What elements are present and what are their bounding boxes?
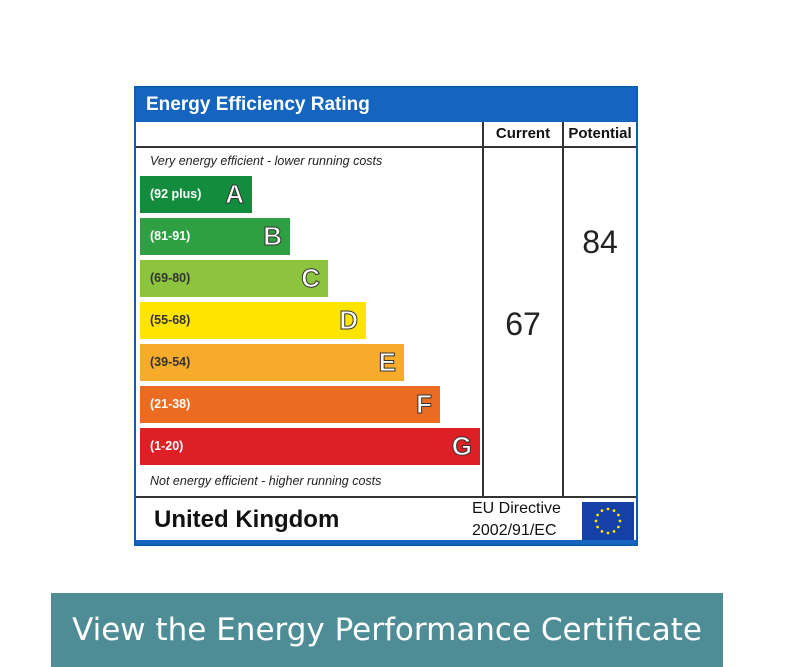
energy-efficiency-chart: Energy Efficiency Rating Current Potenti… — [134, 86, 638, 546]
band-range: (55-68) — [150, 313, 191, 327]
band-letter: G — [451, 431, 472, 462]
rating-band-d: (55-68) D — [140, 302, 366, 339]
current-score: 67 — [505, 306, 541, 342]
rating-band-a: (92 plus) A — [140, 176, 252, 213]
eu-directive-line1: EU Directive — [472, 500, 561, 517]
inefficient-note: Not energy efficient - higher running co… — [150, 474, 382, 488]
eu-flag-icon — [582, 502, 634, 540]
efficient-note: Very energy efficient - lower running co… — [150, 154, 383, 168]
view-epc-button[interactable]: View the Energy Performance Certificate — [51, 593, 723, 667]
column-divider — [482, 122, 484, 498]
band-letter: A — [225, 179, 245, 210]
band-range: (39-54) — [150, 355, 191, 369]
chart-title: Energy Efficiency Rating — [136, 88, 636, 122]
header-row: Current Potential — [136, 122, 636, 148]
country-label: United Kingdom — [154, 506, 340, 533]
band-letter: E — [378, 347, 396, 378]
potential-column-header: Potential — [568, 125, 632, 142]
band-range: (1-20) — [150, 439, 184, 453]
band-letter: B — [263, 221, 283, 252]
band-letter: D — [339, 305, 359, 336]
band-letter: C — [301, 263, 321, 294]
current-column-header: Current — [495, 125, 551, 142]
rating-band-b: (81-91) B — [140, 218, 290, 255]
potential-score: 84 — [582, 224, 618, 260]
eu-directive-line2: 2002/91/EC — [472, 522, 557, 539]
rating-band-g: (1-20) G — [140, 428, 480, 465]
column-divider — [562, 122, 564, 498]
bottom-border — [136, 540, 636, 544]
band-range: (92 plus) — [150, 187, 202, 201]
divider — [136, 496, 636, 498]
band-range: (81-91) — [150, 229, 191, 243]
eu-directive: EU Directive 2002/91/EC — [472, 498, 561, 542]
rating-band-f: (21-38) F — [140, 386, 440, 423]
rating-band-e: (39-54) E — [140, 344, 404, 381]
band-range: (69-80) — [150, 271, 191, 285]
band-range: (21-38) — [150, 397, 191, 411]
rating-band-c: (69-80) C — [140, 260, 328, 297]
band-letter: F — [416, 389, 433, 420]
